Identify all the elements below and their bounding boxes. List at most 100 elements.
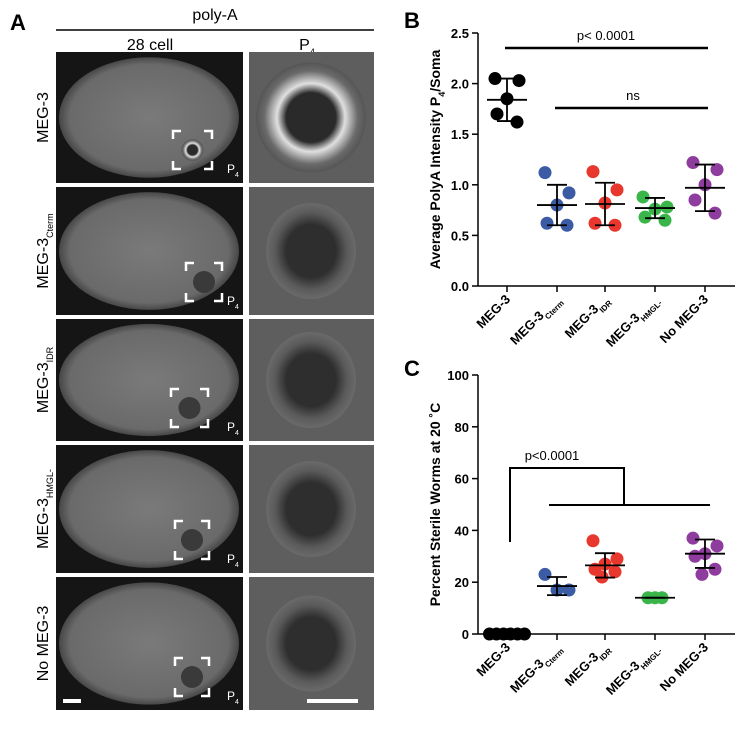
x-tick-label: MEG-3Cterm xyxy=(507,292,566,351)
data-point xyxy=(540,216,554,230)
inset-bracket xyxy=(169,387,179,397)
inset-label-part: P xyxy=(227,689,235,703)
y-tick-label: 40 xyxy=(455,523,469,538)
inset-label: P4 xyxy=(227,689,239,706)
data-point xyxy=(695,567,709,581)
x-tick-label: No MEG-3 xyxy=(657,292,712,347)
nucleus xyxy=(266,595,356,692)
row-label: MEG-3Cterm xyxy=(35,213,55,288)
y-tick-label: 2.0 xyxy=(451,77,469,92)
x-tick-label-part: MEG-3 xyxy=(473,292,513,332)
y-tick-label: 0.0 xyxy=(451,279,469,294)
data-point xyxy=(488,72,502,86)
row-label-part: IDR xyxy=(45,346,55,362)
inset-bracket xyxy=(204,161,214,171)
nucleus xyxy=(256,62,366,173)
y-tick-label: 2.5 xyxy=(451,26,469,41)
y-axis-label: Average PolyA Intensity P4/Soma xyxy=(427,50,447,270)
y-axis-label: Percent Sterile Worms at 20 ˚C xyxy=(427,403,443,607)
embryo xyxy=(59,323,239,437)
inset-label: P4 xyxy=(227,294,239,311)
x-tick-label: MEG-3Cterm xyxy=(507,640,566,699)
data-point xyxy=(660,200,674,214)
inset-bracket xyxy=(173,656,183,666)
row-label-part: MEG-3 xyxy=(35,362,52,413)
row-label: MEG-3 xyxy=(35,92,52,143)
p4-cell xyxy=(181,139,204,161)
annotation: p<0.0001 xyxy=(525,448,580,463)
inset-bracket xyxy=(173,688,183,698)
inset-label: P4 xyxy=(227,162,239,179)
inset-label-part: 4 xyxy=(235,430,239,437)
inset-label-part: 4 xyxy=(235,172,239,179)
inset-label-part: P xyxy=(227,162,235,176)
y-tick-label: 1.5 xyxy=(451,127,469,142)
scale-bar xyxy=(63,699,81,703)
inset-bracket xyxy=(214,293,224,303)
inset-bracket xyxy=(204,129,214,139)
inset-bracket xyxy=(200,419,210,429)
x-tick-label-part: Cterm xyxy=(543,298,566,321)
data-point xyxy=(710,539,724,553)
y-axis-label-part: 4 xyxy=(437,92,447,97)
data-point xyxy=(610,183,624,197)
row-label: MEG-3HMGL- xyxy=(35,469,55,549)
data-point xyxy=(586,534,600,548)
embryo xyxy=(59,450,239,568)
x-tick-label: MEG-3HMGL- xyxy=(603,639,664,700)
inset-bracket xyxy=(184,261,194,271)
row-label: No MEG-3 xyxy=(35,606,52,682)
significance-bracket xyxy=(509,467,625,542)
inset-label-part: P xyxy=(227,552,235,566)
y-axis-label-part: Percent Sterile Worms at 20 ˚C xyxy=(427,403,443,607)
embryo xyxy=(59,582,239,705)
x-tick-label-part: MEG-3 xyxy=(507,656,547,696)
annotation: ns xyxy=(626,88,640,103)
embryo xyxy=(59,57,239,178)
inset-label-part: 4 xyxy=(235,699,239,706)
annotation: p< 0.0001 xyxy=(577,28,635,43)
data-point xyxy=(586,165,600,179)
data-point xyxy=(562,186,576,200)
y-tick-label: 0.5 xyxy=(451,228,469,243)
x-tick-label: MEG-3 xyxy=(473,640,513,680)
x-tick-label-part: HMGL- xyxy=(639,298,664,323)
inset-bracket xyxy=(184,293,194,303)
data-point xyxy=(686,156,700,170)
x-tick-label-part: MEG-3 xyxy=(603,310,643,350)
panel-label: B xyxy=(404,8,420,33)
y-axis-label-part: Average PolyA Intensity P xyxy=(427,97,443,269)
x-tick-label: MEG-3 xyxy=(473,292,513,332)
data-point xyxy=(688,549,702,563)
x-tick-label: No MEG-3 xyxy=(657,640,712,695)
data-point xyxy=(688,193,702,207)
embryo xyxy=(59,192,239,310)
p4-cell xyxy=(178,397,201,419)
x-tick-label: MEG-3HMGL- xyxy=(603,291,664,352)
y-tick-label: 60 xyxy=(455,472,469,487)
data-point xyxy=(490,107,504,121)
y-tick-label: 20 xyxy=(455,575,469,590)
x-tick-label-part: Cterm xyxy=(543,646,566,669)
inset-label: P4 xyxy=(227,552,239,569)
inset-bracket xyxy=(173,551,183,561)
row-label-part: Cterm xyxy=(45,213,55,238)
nucleus xyxy=(266,203,356,299)
inset-bracket xyxy=(200,387,210,397)
data-point xyxy=(512,74,526,88)
y-tick-label: 1.0 xyxy=(451,178,469,193)
data-point xyxy=(686,531,700,545)
data-point xyxy=(588,216,602,230)
inset-label-part: P xyxy=(227,420,235,434)
inset-bracket xyxy=(201,551,211,561)
charts: B 0.0 0.5 1.0 1.5 2.0 2.5 Average PolyA Intensi… xyxy=(404,8,735,700)
inset-bracket xyxy=(169,419,179,429)
inset-label: P4 xyxy=(227,420,239,437)
data-point xyxy=(538,567,552,581)
x-tick-label-part: MEG-3 xyxy=(603,658,643,698)
data-point xyxy=(658,213,672,227)
nucleus xyxy=(266,332,356,428)
y-tick-label: 80 xyxy=(455,420,469,435)
